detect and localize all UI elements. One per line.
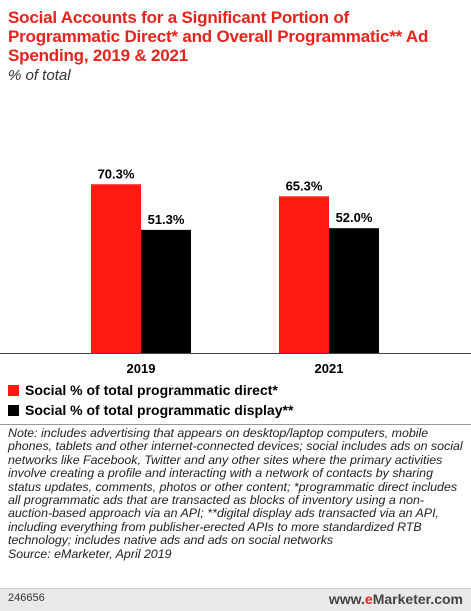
legend-item-direct: Social % of total programmatic direct*	[8, 380, 293, 400]
chart-title: Social Accounts for a Significant Portio…	[8, 8, 429, 65]
legend-swatch-direct	[8, 384, 19, 396]
logo-suffix: .com	[430, 591, 463, 607]
logo-prefix: www.	[328, 591, 365, 607]
chart-subtitle: % of total	[8, 67, 71, 84]
data-label-direct-2019: 70.3%	[98, 166, 135, 181]
legend-item-display: Social % of total programmatic display**	[8, 400, 293, 420]
legend-label-display: Social % of total programmatic display**	[25, 402, 294, 418]
data-label-display-2021: 52.0%	[336, 210, 373, 225]
footer-bar: 246656 www.eMarketer.com	[0, 588, 471, 611]
logo-e: e	[364, 591, 373, 607]
bar-display-2021	[329, 228, 379, 353]
footnote: Note: includes advertising that appears …	[8, 426, 466, 561]
chart-id: 246656	[8, 592, 45, 604]
data-label-direct-2021: 65.3%	[286, 178, 323, 193]
logo-brand: Marketer	[372, 591, 431, 607]
bar-display-2019	[141, 229, 191, 353]
x-tick-label-2021: 2021	[315, 361, 344, 376]
bar-chart: 70.3% 51.3% 2019 65.3% 52.0% 2021	[0, 166, 471, 376]
emarketer-logo[interactable]: www.eMarketer.com	[329, 591, 463, 607]
note-text: Note: includes advertising that appears …	[8, 426, 463, 548]
legend-label-direct: Social % of total programmatic direct*	[25, 382, 278, 398]
legend: Social % of total programmatic direct* S…	[8, 380, 293, 420]
x-tick-label-2019: 2019	[127, 361, 156, 376]
data-label-display-2019: 51.3%	[148, 212, 185, 227]
legend-swatch-display	[8, 404, 19, 416]
source-text: Source: eMarketer, April 2019	[8, 546, 172, 561]
divider	[0, 424, 471, 425]
bar-direct-2019	[91, 184, 141, 353]
bar-direct-2021	[279, 196, 329, 353]
